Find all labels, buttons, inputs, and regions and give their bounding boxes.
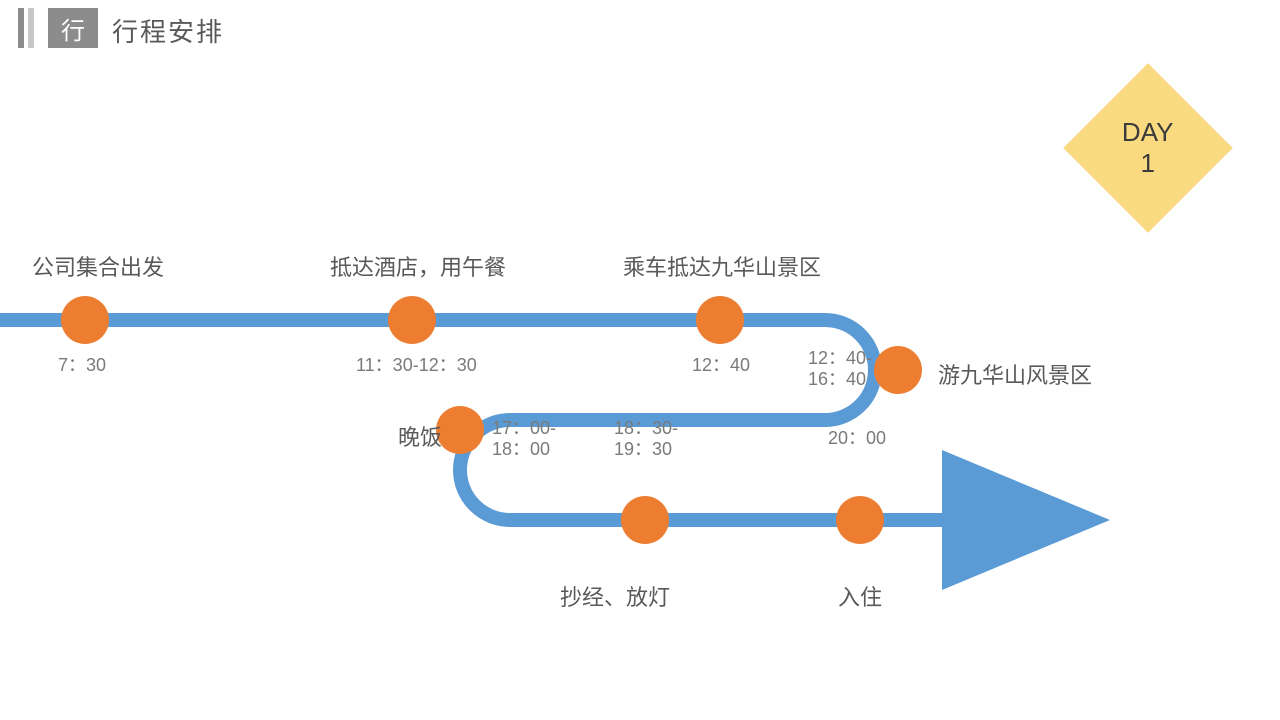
timeline-label: 抄经、放灯 <box>560 580 670 612</box>
timeline-time: 20：00 <box>828 428 886 449</box>
timeline-time: 11：30-12：30 <box>356 355 477 376</box>
timeline-label: 乘车抵达九华山景区 <box>623 250 821 282</box>
timeline-node <box>836 496 884 544</box>
timeline-node <box>874 346 922 394</box>
timeline-time: 12：40- 16：40 <box>808 348 872 389</box>
timeline-time: 17：00- 18：00 <box>492 418 556 459</box>
timeline-node <box>696 296 744 344</box>
timeline-time: 12：40 <box>692 355 750 376</box>
timeline-time: 18：30- 19：30 <box>614 418 678 459</box>
timeline-label: 公司集合出发 <box>32 250 164 282</box>
timeline-label: 抵达酒店，用午餐 <box>330 250 506 282</box>
timeline-label: 晚饭 <box>398 420 442 452</box>
timeline-node <box>61 296 109 344</box>
timeline-node <box>621 496 669 544</box>
timeline-node <box>436 406 484 454</box>
timeline-label: 游九华山风景区 <box>938 358 1092 390</box>
timeline-node <box>388 296 436 344</box>
timeline-label: 入住 <box>838 580 882 612</box>
timeline-time: 7：30 <box>58 355 106 376</box>
